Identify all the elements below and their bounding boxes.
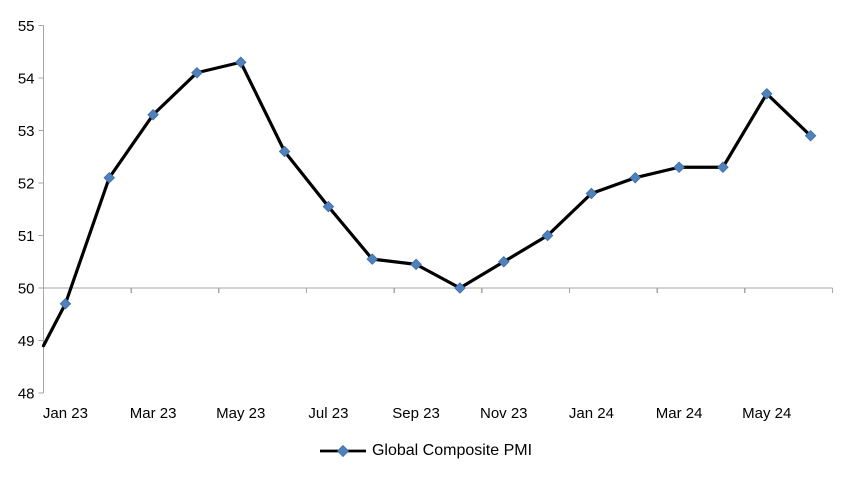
y-tick-label: 55 bbox=[18, 18, 35, 35]
y-tick-label: 50 bbox=[18, 281, 35, 298]
x-tick-label: Nov 23 bbox=[480, 405, 528, 422]
data-point-marker bbox=[278, 145, 291, 158]
series-line bbox=[41, 60, 813, 348]
x-tick-label: May 24 bbox=[742, 405, 791, 422]
x-tick-label: Sep 23 bbox=[392, 405, 440, 422]
x-tick-label: Mar 23 bbox=[130, 405, 177, 422]
x-tick-label: Jul 23 bbox=[308, 405, 348, 422]
data-point-marker bbox=[103, 171, 116, 184]
data-point-marker bbox=[59, 297, 72, 310]
data-point-marker bbox=[717, 161, 729, 174]
legend: Global Composite PMI bbox=[0, 439, 852, 463]
data-point-marker bbox=[322, 200, 335, 213]
y-tick-label: 49 bbox=[18, 333, 35, 350]
x-tick-label: Jan 24 bbox=[569, 405, 614, 422]
data-point-marker bbox=[804, 129, 817, 142]
x-tick-label: Mar 24 bbox=[656, 405, 703, 422]
data-point-marker bbox=[673, 161, 685, 174]
data-point-marker bbox=[760, 87, 773, 100]
legend-line-marker-icon bbox=[319, 444, 366, 458]
data-point-marker bbox=[366, 253, 379, 265]
data-point-marker bbox=[234, 56, 247, 69]
data-point-marker bbox=[541, 229, 554, 242]
x-tick-label: Jan 23 bbox=[43, 405, 88, 422]
data-point-marker bbox=[454, 282, 466, 294]
y-tick-label: 48 bbox=[18, 386, 35, 403]
y-tick-label: 53 bbox=[18, 123, 35, 140]
legend-label: Global Composite PMI bbox=[371, 442, 533, 459]
data-point-marker bbox=[629, 171, 642, 184]
data-point-marker bbox=[147, 108, 159, 121]
data-point-marker bbox=[410, 258, 422, 271]
x-tick-label: May 23 bbox=[216, 405, 265, 422]
data-point-marker bbox=[191, 66, 203, 79]
y-tick-label: 51 bbox=[18, 228, 35, 245]
data-point-marker bbox=[497, 255, 510, 268]
data-point-marker bbox=[585, 187, 598, 200]
y-tick-label: 54 bbox=[18, 71, 35, 88]
y-tick-label: 52 bbox=[18, 176, 35, 193]
